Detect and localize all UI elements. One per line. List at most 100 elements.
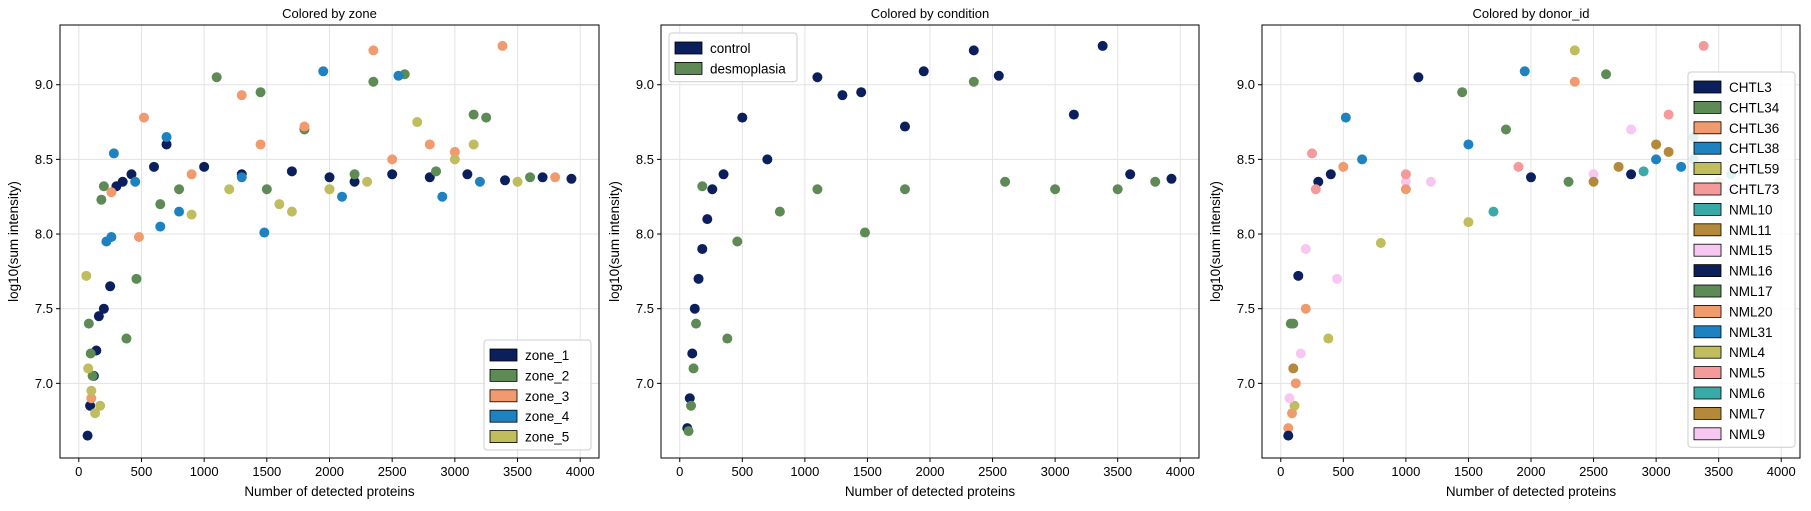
x-tick-label: 500 <box>731 464 753 479</box>
scatter-point-desmoplasia <box>691 318 702 329</box>
scatter-point-control <box>762 154 773 165</box>
scatter-point-desmoplasia <box>686 400 697 411</box>
y-tick-label: 7.5 <box>35 301 53 316</box>
scatter-point-zone-1 <box>537 172 548 183</box>
scatter-point-desmoplasia <box>899 184 910 195</box>
scatter-point-zone-2 <box>368 76 379 87</box>
scatter-point-nml16 <box>1293 270 1304 281</box>
x-tick-label: 0 <box>1277 464 1284 479</box>
legend-label-nml11: NML11 <box>1729 223 1772 238</box>
legend-swatch-chtl36 <box>1693 121 1722 135</box>
legend-label-zone-5: zone_5 <box>525 430 569 445</box>
legend: CHTL3 CHTL34 CHTL36 CHTL38 CHTL59 CHTL73 NML10… <box>1687 71 1796 448</box>
scatter-point-zone-1 <box>566 173 577 184</box>
x-tick-label: 4000 <box>566 464 595 479</box>
scatter-point-desmoplasia <box>722 333 733 344</box>
scatter-point-chtl59 <box>1463 217 1474 228</box>
scatter-point-zone-3 <box>449 146 460 157</box>
scatter-point-chtl59 <box>1375 237 1386 248</box>
scatter-point-zone-1 <box>499 175 510 186</box>
legend-swatch-nml11 <box>1693 223 1722 237</box>
scatter-point-nml15 <box>1300 243 1311 254</box>
chart-title: Colored by zone <box>282 6 377 21</box>
scatter-point-zone-1 <box>387 169 398 180</box>
scatter-point-control <box>737 112 748 123</box>
scatter-point-chtl73 <box>1698 40 1709 51</box>
scatter-point-desmoplasia <box>1000 176 1011 187</box>
scatter-point-desmoplasia <box>1150 176 1161 187</box>
scatter-point-control <box>812 72 823 83</box>
scatter-point-zone-1 <box>286 166 297 177</box>
legend-swatch-nml20 <box>1693 304 1722 318</box>
legend-label-chtl3: CHTL3 <box>1729 80 1772 95</box>
legend-swatch-zone-5 <box>489 430 518 444</box>
legend-swatch-nml4 <box>1693 345 1722 359</box>
scatter-point-control <box>899 121 910 132</box>
scatter-point-zone-5 <box>412 117 423 128</box>
scatter-point-chtl3 <box>1413 72 1424 83</box>
scatter-point-zone-5 <box>449 154 460 165</box>
legend-label-nml31: NML31 <box>1729 325 1773 340</box>
scatter-point-control <box>702 214 713 225</box>
scatter-point-zone-2 <box>261 184 272 195</box>
scatter-point-zone-4 <box>108 148 119 159</box>
scatter-point-nml17 <box>1288 318 1299 329</box>
scatter-point-chtl36 <box>1290 378 1301 389</box>
scatter-point-zone-2 <box>174 184 185 195</box>
scatter-point-nml4 <box>1289 400 1300 411</box>
scatter-point-nml9 <box>1284 393 1295 404</box>
scatter-point-zone-3 <box>368 45 379 56</box>
scatter-point-zone-1 <box>126 169 137 180</box>
scatter-point-nml5 <box>1400 169 1411 180</box>
scatter-point-zone-3 <box>497 40 508 51</box>
chart-title: Colored by donor_id <box>1472 6 1589 21</box>
y-tick-label: 9.0 <box>1237 77 1255 92</box>
legend-swatch-chtl3 <box>1693 80 1722 94</box>
scatter-point-zone-3 <box>138 112 149 123</box>
scatter-point-zone-1 <box>93 311 104 322</box>
scatter-point-zone-4 <box>474 176 485 187</box>
scatter-point-desmoplasia <box>683 426 694 437</box>
y-tick-label: 7.0 <box>1237 376 1255 391</box>
scatter-point-nml9 <box>1425 176 1436 187</box>
x-tick-label: 2500 <box>378 464 407 479</box>
y-axis-label: log10(sum intensity) <box>6 181 21 302</box>
scatter-point-zone-4 <box>259 227 270 238</box>
scatter-point-nml11 <box>1663 146 1674 157</box>
y-tick-label: 7.5 <box>1237 301 1255 316</box>
legend-swatch-nml15 <box>1693 243 1722 257</box>
scatter-point-nml16 <box>1526 172 1536 183</box>
scatter-point-nml31 <box>1463 139 1474 150</box>
scatter-point-zone-5 <box>512 176 523 187</box>
scatter-point-zone-5 <box>90 408 101 419</box>
scatter-point-zone-2 <box>96 194 107 205</box>
scatter-point-zone-2 <box>87 370 98 381</box>
y-tick-label: 8.0 <box>35 227 53 242</box>
scatter-point-zone-5 <box>274 199 285 210</box>
scatter-point-nml9 <box>1332 273 1343 284</box>
scatter-point-zone-4 <box>337 191 348 202</box>
y-tick-label: 7.0 <box>35 376 53 391</box>
scatter-point-zone-2 <box>481 112 492 123</box>
x-tick-label: 3500 <box>1103 464 1132 479</box>
scatter-point-desmoplasia <box>774 206 785 217</box>
scatter-point-control <box>856 87 867 98</box>
legend-label-chtl38: CHTL38 <box>1729 141 1779 156</box>
x-tick-label: 1000 <box>1391 464 1420 479</box>
y-axis-label: log10(sum intensity) <box>607 181 622 302</box>
scatter-point-zone-2 <box>85 348 96 359</box>
scatter-point-nml20 <box>1400 184 1411 195</box>
scatter-point-zone-3 <box>236 90 247 101</box>
scatter-point-zone-4 <box>130 176 141 187</box>
scatter-point-control <box>689 303 700 314</box>
scatter-point-control <box>687 348 698 359</box>
legend-label-nml5: NML5 <box>1729 366 1765 381</box>
scatter-point-zone-1 <box>105 281 116 292</box>
scatter-point-control <box>693 273 704 284</box>
legend-label-nml16: NML16 <box>1729 264 1773 279</box>
scatter-point-chtl38 <box>1340 112 1351 123</box>
scatter-point-desmoplasia <box>688 363 699 374</box>
legend-label-zone-1: zone_1 <box>525 348 569 363</box>
y-tick-label: 8.5 <box>636 152 654 167</box>
legend-swatch-nml9 <box>1693 427 1722 441</box>
